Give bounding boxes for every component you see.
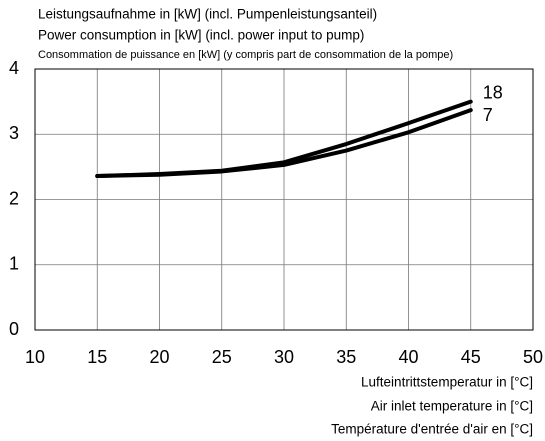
series-label: 18 [483,82,503,102]
plot-frame [34,68,534,331]
title-line: Power consumption in [kW] (incl. power i… [38,28,364,43]
x-tick-label: 20 [149,347,169,367]
title-line: Leistungsaufnahme in [kW] (incl. Pumpenl… [38,7,377,22]
y-tick-label: 1 [9,254,19,274]
x-tick-label: 25 [212,347,232,367]
title-line: Consommation de puissance en [kW] (y com… [38,49,453,61]
x-tick-label: 10 [25,347,45,367]
x-tick-label: 15 [87,347,107,367]
x-axis-label: Air inlet temperature in [°C] [371,399,533,414]
y-tick-label: 4 [9,58,19,78]
series-label: 7 [483,105,493,125]
x-tick-label: 45 [461,347,481,367]
x-tick-label: 30 [274,347,294,367]
series-line [95,108,473,179]
y-tick-label: 2 [9,188,19,208]
y-tick-label: 3 [9,123,19,143]
x-tick-label: 50 [523,347,543,367]
x-tick-label: 35 [336,347,356,367]
x-axis-label: Lufteintrittstemperatur in [°C] [361,375,533,390]
x-axis-label: Température d'entrée d'air en [°C] [331,422,533,437]
x-tick-label: 40 [398,347,418,367]
y-tick-label: 0 [9,319,19,339]
